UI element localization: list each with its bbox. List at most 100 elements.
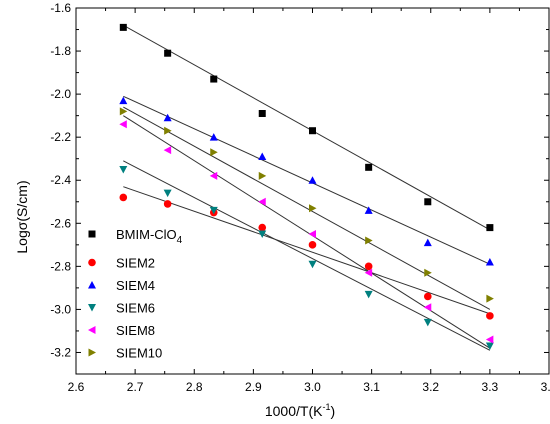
plot-axes: 2.6 2.7 2.8 2.9 3.0 3.1 3.2 3.3 3.4 -1.6 -1.8 -2.0 -…: [50, 1, 550, 394]
y-tick-label: -3.0: [50, 302, 71, 316]
legend-label-text: BMIM-ClO: [116, 227, 177, 242]
fit-lines: [123, 24, 491, 351]
data-point: [164, 126, 172, 135]
data-point: [258, 152, 267, 161]
data-point: [365, 236, 373, 245]
legend-marker: [88, 281, 96, 289]
data-point: [209, 171, 218, 180]
fit-line: [123, 115, 491, 349]
legend-label: SIEM2: [116, 256, 155, 271]
legend-label-text: SIEM4: [116, 278, 155, 293]
data-point: [309, 204, 317, 213]
y-axis-title: Logσ(S/cm): [14, 180, 30, 253]
x-axis-title: 1000/T(K-1): [265, 402, 335, 419]
legend-label: SIEM10: [116, 346, 162, 361]
y-tick-label: -2.2: [50, 130, 71, 144]
y-tick-label: -2.4: [50, 173, 71, 187]
data-point: [423, 318, 432, 327]
data-point: [119, 165, 128, 174]
data-point: [485, 258, 494, 266]
data-point: [485, 335, 494, 344]
y-tick-label: -2.6: [50, 216, 71, 230]
x-tick-label: 3.1: [363, 380, 380, 394]
data-point: [210, 148, 218, 157]
data-point: [309, 127, 316, 135]
data-point: [364, 262, 373, 271]
legend-label-subscript: 4: [177, 235, 183, 246]
y-tick-label: -2.0: [50, 87, 71, 101]
legend-marker: [88, 230, 96, 238]
data-point: [210, 75, 218, 83]
data-point: [423, 238, 432, 247]
data-point: [119, 23, 127, 31]
data-point: [308, 176, 317, 184]
plot-frame: [75, 7, 550, 375]
legend-marker: [88, 348, 96, 357]
data-point: [486, 312, 494, 320]
data-point: [365, 163, 373, 171]
fit-line: [123, 24, 491, 231]
data-point: [258, 223, 267, 232]
data-point: [486, 224, 494, 232]
data-point: [119, 96, 128, 105]
data-point: [258, 230, 267, 239]
legend-label-text: SIEM2: [116, 256, 155, 271]
x-tick-label: 3.0: [304, 380, 321, 394]
legend-marker: [88, 304, 96, 312]
fit-line: [123, 106, 491, 310]
data-point: [119, 107, 128, 116]
data-point: [163, 189, 172, 198]
data-point: [364, 268, 373, 277]
data-point: [163, 113, 172, 122]
x-axis-title-main: 1000/T(K: [265, 403, 323, 419]
data-point: [164, 49, 172, 57]
x-axis-title-superscript: -1: [322, 402, 330, 412]
legend-label: BMIM-ClO4: [116, 227, 183, 246]
x-tick-label: 2.7: [127, 380, 144, 394]
data-point: [364, 206, 373, 214]
y-tick-label: -1.6: [50, 1, 71, 15]
data-point: [163, 200, 172, 208]
data-point: [308, 230, 316, 239]
fit-line: [123, 186, 491, 315]
legend-label-text: SIEM6: [116, 301, 155, 316]
legend-label: SIEM6: [116, 301, 155, 316]
legend-label: SIEM4: [116, 278, 155, 293]
data-point: [424, 198, 432, 206]
data-point: [258, 171, 267, 180]
legend-label-text: SIEM10: [116, 346, 162, 361]
data-point: [486, 294, 494, 303]
x-tick-label: 3.4: [541, 380, 550, 394]
x-tick-label: 2.8: [186, 380, 203, 394]
data-point: [163, 146, 172, 155]
data-markers: [119, 23, 494, 351]
y-tick-label: -3.2: [50, 345, 71, 359]
data-point: [308, 241, 317, 249]
legend-marker: [88, 258, 96, 267]
legend: BMIM-ClO4 SIEM2 SIEM4 SIEM6 SIEM8 SIEM10: [88, 227, 183, 361]
x-tick-label: 3.3: [482, 380, 499, 394]
data-point: [423, 303, 432, 312]
data-point: [209, 206, 218, 215]
x-tick-label: 2.9: [245, 380, 262, 394]
y-tick-label: -1.8: [50, 44, 71, 58]
x-tick-label: 3.2: [422, 380, 439, 394]
legend-label-text: SIEM8: [116, 323, 155, 338]
data-point: [119, 120, 127, 129]
legend-marker: [88, 326, 96, 334]
fit-line: [123, 160, 491, 351]
data-point: [424, 268, 432, 277]
data-point: [308, 260, 317, 269]
fit-line: [123, 95, 491, 265]
x-tick-label: 2.6: [68, 380, 85, 394]
x-axis-title-suffix: ): [330, 403, 335, 419]
legend-label: SIEM8: [116, 323, 155, 338]
data-point: [119, 193, 128, 202]
data-point: [364, 290, 373, 299]
data-point: [258, 109, 266, 117]
data-point: [485, 342, 494, 351]
y-tick-label: -2.8: [50, 259, 71, 273]
data-point: [423, 292, 432, 301]
data-point: [258, 197, 266, 206]
